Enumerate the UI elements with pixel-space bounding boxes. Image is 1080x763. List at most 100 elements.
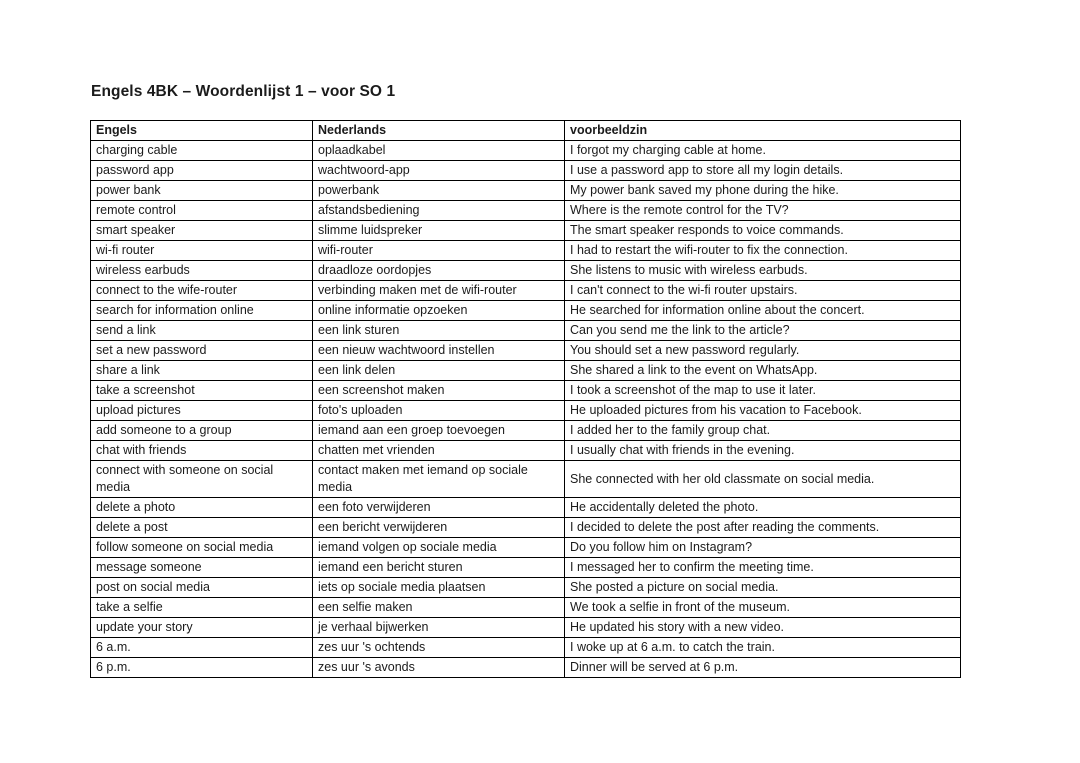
table-row: share a link een link delen She shared a l… <box>90 360 961 381</box>
cell-nederlands: je verhaal bijwerken <box>312 617 565 638</box>
cell-engels: add someone to a group <box>90 420 313 441</box>
header-cell-engels: Engels <box>90 120 313 141</box>
cell-engels: chat with friends <box>90 440 313 461</box>
cell-engels: take a selfie <box>90 597 313 618</box>
table-row: chat with friends chatten met vrienden I u… <box>90 440 961 461</box>
header-cell-voorbeeldzin: voorbeeldzin <box>564 120 961 141</box>
cell-engels: take a screenshot <box>90 380 313 401</box>
cell-voorbeeldzin: She posted a picture on social media. <box>564 577 961 598</box>
cell-voorbeeldzin: I can't connect to the wi-fi router upst… <box>564 280 961 301</box>
table-row: follow someone on social media iemand vol… <box>90 537 961 558</box>
cell-engels: 6 a.m. <box>90 637 313 658</box>
cell-engels: charging cable <box>90 140 313 161</box>
table-row: password app wachtwoord-app I use a passwo… <box>90 160 961 181</box>
table-row: add someone to a group iemand aan een gro… <box>90 420 961 441</box>
vocab-table: Engels Nederlands voorbeeldzin charging ca… <box>90 120 961 678</box>
cell-nederlands: wifi-router <box>312 240 565 261</box>
cell-engels: search for information online <box>90 300 313 321</box>
vocab-table-header: Engels Nederlands voorbeeldzin <box>90 120 961 141</box>
cell-voorbeeldzin: I messaged her to confirm the meeting ti… <box>564 557 961 578</box>
cell-voorbeeldzin: He updated his story with a new video. <box>564 617 961 638</box>
cell-voorbeeldzin: Can you send me the link to the article? <box>564 320 961 341</box>
header-row: Engels Nederlands voorbeeldzin <box>90 120 961 141</box>
cell-voorbeeldzin: I usually chat with friends in the eveni… <box>564 440 961 461</box>
cell-engels: message someone <box>90 557 313 578</box>
table-row: smart speaker slimme luidspreker The smart… <box>90 220 961 241</box>
cell-nederlands: iemand een bericht sturen <box>312 557 565 578</box>
cell-nederlands: een screenshot maken <box>312 380 565 401</box>
cell-engels: post on social media <box>90 577 313 598</box>
table-row: remote control afstandsbediening Where is … <box>90 200 961 221</box>
cell-voorbeeldzin: He accidentally deleted the photo. <box>564 497 961 518</box>
cell-voorbeeldzin: Dinner will be served at 6 p.m. <box>564 657 961 678</box>
cell-nederlands: draadloze oordopjes <box>312 260 565 281</box>
cell-nederlands: zes uur 's avonds <box>312 657 565 678</box>
table-row: post on social media iets op sociale medi… <box>90 577 961 598</box>
cell-engels: remote control <box>90 200 313 221</box>
cell-nederlands: afstandsbediening <box>312 200 565 221</box>
cell-nederlands: een nieuw wachtwoord instellen <box>312 340 565 361</box>
cell-engels: power bank <box>90 180 313 201</box>
cell-voorbeeldzin: Do you follow him on Instagram? <box>564 537 961 558</box>
cell-nederlands: een bericht verwijderen <box>312 517 565 538</box>
table-row: take a selfie een selfie maken We took a s… <box>90 597 961 618</box>
header-cell-nederlands: Nederlands <box>312 120 565 141</box>
page-title: Engels 4BK – Woordenlijst 1 – voor SO 1 <box>91 83 396 100</box>
cell-nederlands: powerbank <box>312 180 565 201</box>
cell-nederlands: iets op sociale media plaatsen <box>312 577 565 598</box>
cell-nederlands: foto's uploaden <box>312 400 565 421</box>
cell-voorbeeldzin: You should set a new password regularly. <box>564 340 961 361</box>
table-row: 6 a.m. zes uur 's ochtends I woke up at 6 … <box>90 637 961 658</box>
cell-nederlands: wachtwoord-app <box>312 160 565 181</box>
cell-voorbeeldzin: I use a password app to store all my log… <box>564 160 961 181</box>
table-row: update your story je verhaal bijwerken He … <box>90 617 961 638</box>
table-row: delete a photo een foto verwijderen He acc… <box>90 497 961 518</box>
cell-voorbeeldzin: She connected with her old classmate on … <box>564 460 961 498</box>
table-row: message someone iemand een bericht sturen… <box>90 557 961 578</box>
cell-voorbeeldzin: I took a screenshot of the map to use it… <box>564 380 961 401</box>
table-row: 6 p.m. zes uur 's avonds Dinner will be se… <box>90 657 961 678</box>
cell-nederlands: contact maken met iemand op sociale medi… <box>312 460 565 498</box>
cell-voorbeeldzin: The smart speaker responds to voice comm… <box>564 220 961 241</box>
cell-voorbeeldzin: She shared a link to the event on WhatsA… <box>564 360 961 381</box>
cell-nederlands: verbinding maken met de wifi-router <box>312 280 565 301</box>
cell-engels: 6 p.m. <box>90 657 313 678</box>
table-row: connect with someone on social media cont… <box>90 460 961 498</box>
cell-nederlands: chatten met vrienden <box>312 440 565 461</box>
cell-engels: smart speaker <box>90 220 313 241</box>
cell-voorbeeldzin: I had to restart the wifi-router to fix … <box>564 240 961 261</box>
table-row: take a screenshot een screenshot maken I t… <box>90 380 961 401</box>
cell-voorbeeldzin: I woke up at 6 a.m. to catch the train. <box>564 637 961 658</box>
cell-engels: connect to the wife-router <box>90 280 313 301</box>
table-row: set a new password een nieuw wachtwoord i… <box>90 340 961 361</box>
cell-engels: delete a post <box>90 517 313 538</box>
cell-voorbeeldzin: Where is the remote control for the TV? <box>564 200 961 221</box>
cell-voorbeeldzin: I forgot my charging cable at home. <box>564 140 961 161</box>
cell-nederlands: iemand aan een groep toevoegen <box>312 420 565 441</box>
cell-engels: delete a photo <box>90 497 313 518</box>
cell-engels: connect with someone on social media <box>90 460 313 498</box>
cell-engels: send a link <box>90 320 313 341</box>
table-row: wi-fi router wifi-router I had to restart … <box>90 240 961 261</box>
cell-nederlands: een link delen <box>312 360 565 381</box>
cell-nederlands: slimme luidspreker <box>312 220 565 241</box>
cell-engels: update your story <box>90 617 313 638</box>
cell-engels: wireless earbuds <box>90 260 313 281</box>
cell-nederlands: iemand volgen op sociale media <box>312 537 565 558</box>
table-row: search for information online online info… <box>90 300 961 321</box>
cell-engels: password app <box>90 160 313 181</box>
table-row: upload pictures foto's uploaden He uploade… <box>90 400 961 421</box>
table-row: connect to the wife-router verbinding mak… <box>90 280 961 301</box>
cell-nederlands: een link sturen <box>312 320 565 341</box>
cell-voorbeeldzin: We took a selfie in front of the museum. <box>564 597 961 618</box>
cell-nederlands: een foto verwijderen <box>312 497 565 518</box>
cell-voorbeeldzin: I added her to the family group chat. <box>564 420 961 441</box>
cell-engels: set a new password <box>90 340 313 361</box>
vocab-table-body: charging cable oplaadkabel I forgot my cha… <box>90 140 961 678</box>
cell-voorbeeldzin: My power bank saved my phone during the … <box>564 180 961 201</box>
table-row: delete a post een bericht verwijderen I de… <box>90 517 961 538</box>
table-row: power bank powerbank My power bank saved m… <box>90 180 961 201</box>
cell-engels: share a link <box>90 360 313 381</box>
cell-engels: wi-fi router <box>90 240 313 261</box>
